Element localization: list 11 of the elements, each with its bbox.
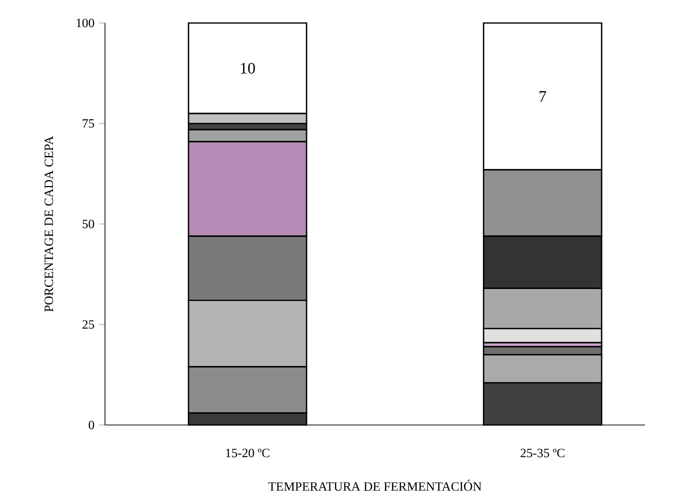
- annotation: 7: [540, 91, 546, 102]
- x-tick-label: 15-20 ºC: [226, 448, 270, 458]
- annotation: 10: [240, 62, 255, 74]
- y-tick-label: 50: [82, 220, 94, 228]
- x-axis-title: TEMPERATURA DE FERMENTACIÓN: [268, 480, 482, 491]
- y-tick-label: 75: [82, 119, 94, 128]
- y-tick-label: 25: [82, 320, 94, 329]
- y-tick-label: 100: [76, 18, 94, 28]
- y-tick-label: 0: [88, 420, 94, 430]
- x-tick-label: 25-35 ºC: [520, 448, 564, 458]
- y-axis-title: PORCENTAGE DE CADA CEPA: [44, 136, 54, 312]
